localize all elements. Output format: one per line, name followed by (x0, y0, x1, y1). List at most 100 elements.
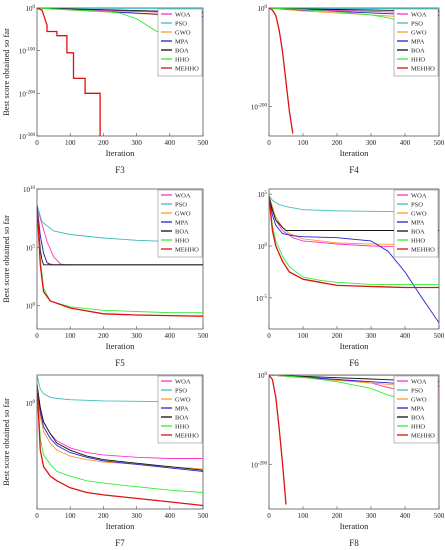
series-line-pso (37, 375, 203, 403)
legend-label-pso: PSO (175, 388, 187, 395)
legend-label-gwo: GWO (411, 30, 427, 37)
y-tick-exponent: 0 (265, 372, 268, 377)
legend-label-boa: BOA (411, 415, 425, 422)
legend-label-woa: WOA (175, 193, 191, 200)
x-tick-label: 500 (434, 512, 445, 520)
y-tick-label: 10-5 (256, 295, 268, 303)
legend-label-woa: WOA (175, 12, 191, 19)
legend-label-mehho: MEHHO (411, 247, 435, 254)
legend-label-hho: HHO (175, 238, 189, 245)
y-tick-exponent: -5 (263, 295, 268, 300)
legend-label-boa: BOA (175, 48, 189, 55)
x-tick-label: 100 (298, 139, 309, 147)
y-tick-label: 105 (258, 191, 268, 199)
legend-label-gwo: GWO (411, 211, 427, 218)
x-tick-label: 300 (131, 332, 142, 340)
chart-f6: 0 100 200 300 400 50010510010-5WOAPSOGWOMPABO… (256, 188, 445, 368)
series-line-mehho (37, 8, 101, 136)
legend-label-gwo: GWO (411, 397, 427, 404)
x-tick-label: 200 (332, 139, 343, 147)
x-tick-label: 500 (198, 139, 209, 147)
x-tick-label: 100 (65, 512, 76, 520)
y-tick-base: 10 (23, 186, 31, 194)
x-tick-label: 0 (35, 139, 39, 147)
legend-box (157, 375, 203, 444)
x-axis-label: Iteration (340, 148, 370, 158)
y-tick-exponent: -200 (26, 90, 36, 95)
legend-label-mehho: MEHHO (411, 433, 435, 440)
series-line-hho (37, 384, 203, 493)
chart-f8: 0 100 200 300 400 50010010-200WOAPSOGWOMPABOA… (251, 372, 445, 548)
x-tick-label: 300 (366, 139, 377, 147)
x-tick-label: 500 (434, 139, 445, 147)
legend-label-mpa: MPA (175, 39, 189, 46)
x-tick-label: 100 (65, 332, 76, 340)
chart-title: F6 (349, 358, 359, 368)
y-tick-label: 100 (26, 5, 36, 13)
x-tick-label: 0 (35, 512, 39, 520)
legend-label-hho: HHO (411, 238, 425, 245)
legend-label-mehho: MEHHO (175, 433, 199, 440)
legend-label-boa: BOA (411, 48, 425, 55)
x-tick-label: 200 (98, 139, 109, 147)
series-line-mehho (269, 196, 439, 289)
y-tick-exponent: 0 (33, 303, 36, 308)
legend-label-hho: HHO (411, 424, 425, 431)
legend-label-mehho: MEHHO (175, 247, 199, 254)
y-tick-label: 100 (26, 303, 36, 311)
x-tick-label: 400 (400, 139, 411, 147)
legend-label-boa: BOA (175, 415, 189, 422)
legend-label-pso: PSO (411, 21, 423, 28)
legend: WOA PSO GWO MPA BOA HHO MEHHO (393, 375, 439, 444)
x-tick-label: 300 (131, 139, 142, 147)
legend-label-mehho: MEHHO (411, 66, 435, 73)
legend-box (393, 8, 439, 77)
legend-label-gwo: GWO (175, 211, 191, 218)
y-tick-exponent: 5 (265, 191, 268, 196)
chart-title: F3 (115, 165, 125, 175)
series-line-boa (37, 384, 203, 471)
legend-label-mpa: MPA (411, 406, 425, 413)
series-line-mehho (269, 375, 287, 505)
legend: WOA PSO GWO MPA BOA HHO MEHHO (393, 189, 439, 258)
chart-f3: 0 100 200 300 400 50010010-10010-20010-300WOA… (1, 5, 209, 175)
legend-label-hho: HHO (175, 57, 189, 64)
chart-f5: 0 100 200 300 400 5001001051010WOAPSOGWOMPABO… (1, 186, 209, 368)
legend-label-woa: WOA (411, 379, 427, 386)
x-axis-label: Iteration (340, 521, 370, 531)
x-tick-label: 300 (366, 512, 377, 520)
y-axis-label: Best score obtained so far (1, 398, 11, 486)
y-tick-exponent: -300 (26, 133, 36, 138)
legend-label-mpa: MPA (411, 220, 425, 227)
legend: WOA PSO GWO MPA BOA HHO MEHHO (157, 8, 203, 77)
y-tick-label: 1010 (23, 186, 36, 194)
y-tick-base: 10 (258, 372, 266, 380)
x-tick-label: 500 (434, 332, 445, 340)
legend-label-mpa: MPA (175, 220, 189, 227)
y-tick-base: 10 (258, 5, 266, 13)
x-tick-label: 500 (198, 512, 209, 520)
legend-label-woa: WOA (411, 193, 427, 200)
legend-box (157, 8, 203, 77)
y-tick-exponent: 0 (33, 5, 36, 10)
chart-f4: 0 100 200 300 400 50010010-200WOAPSOGWOMPABOA… (251, 5, 445, 175)
y-tick-label: 100 (258, 372, 268, 380)
chart-title: F4 (349, 165, 359, 175)
y-tick-exponent: 0 (265, 243, 268, 248)
x-tick-label: 0 (267, 512, 271, 520)
x-tick-label: 200 (332, 332, 343, 340)
x-tick-label: 0 (267, 332, 271, 340)
x-tick-label: 100 (298, 332, 309, 340)
legend-label-pso: PSO (175, 202, 187, 209)
y-tick-exponent: 0 (33, 400, 36, 405)
series-line-mpa (269, 196, 439, 324)
y-axis-label: Best score obtained so far (1, 28, 11, 116)
legend-label-mehho: MEHHO (175, 66, 199, 73)
legend-label-pso: PSO (175, 21, 187, 28)
y-tick-base: 10 (26, 244, 34, 252)
x-tick-label: 0 (35, 332, 39, 340)
x-tick-label: 100 (65, 139, 76, 147)
y-tick-base: 10 (251, 461, 259, 469)
series-line-mehho (37, 205, 203, 317)
y-tick-label: 10-100 (19, 48, 36, 56)
